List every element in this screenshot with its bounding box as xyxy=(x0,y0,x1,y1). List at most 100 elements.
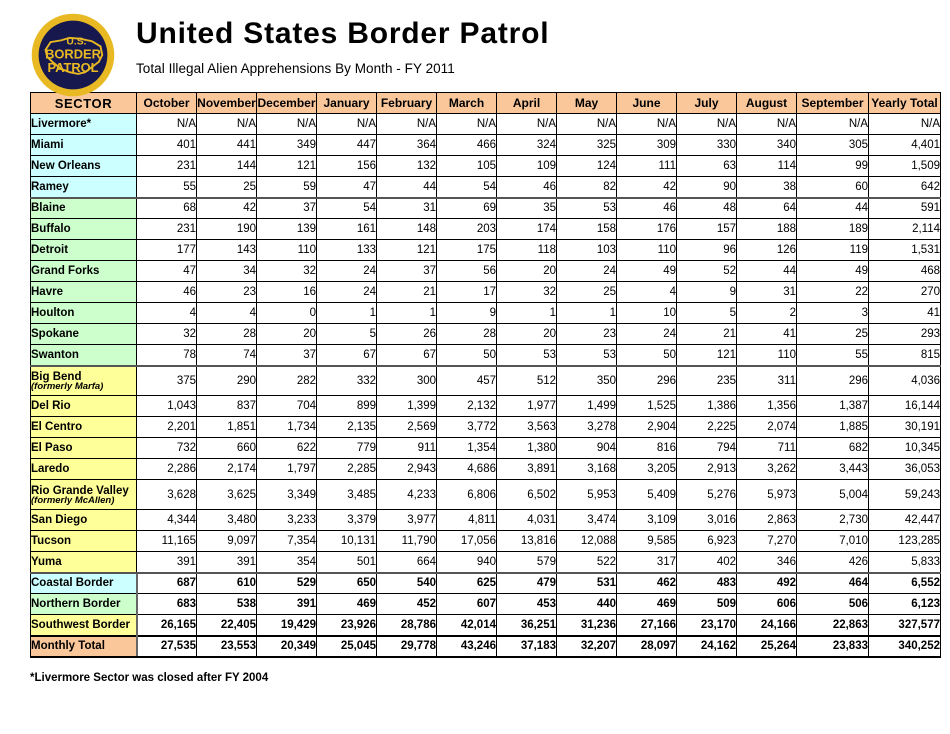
data-cell: N/A xyxy=(436,113,497,135)
data-cell: 2,904 xyxy=(616,416,677,438)
data-cell: 282 xyxy=(256,364,317,396)
data-cell: 1,356 xyxy=(736,395,797,417)
data-cell: 34 xyxy=(196,260,257,282)
data-cell: 3,772 xyxy=(436,416,497,438)
summary-data-cell: 23,926 xyxy=(316,614,377,636)
data-cell: 7,270 xyxy=(736,530,797,552)
data-cell: 5,953 xyxy=(556,479,617,510)
sector-name-cell: Houlton xyxy=(30,302,137,324)
data-cell: 124 xyxy=(556,155,617,177)
data-cell: 340 xyxy=(736,134,797,156)
sector-name-cell: Livermore* xyxy=(30,113,137,135)
sector-name-cell: Blaine xyxy=(30,196,137,219)
data-cell: 6,806 xyxy=(436,479,497,510)
title-block: United States Border Patrol Total Illega… xyxy=(136,12,549,76)
data-cell: 188 xyxy=(736,218,797,240)
data-cell: 349 xyxy=(256,134,317,156)
data-cell: 2,132 xyxy=(436,395,497,417)
data-cell: 1,043 xyxy=(136,395,197,417)
data-cell: 119 xyxy=(796,239,869,261)
data-cell: 1,354 xyxy=(436,437,497,459)
svg-text:PATROL: PATROL xyxy=(47,60,98,75)
data-cell: N/A xyxy=(556,113,617,135)
column-header-march: March xyxy=(436,92,497,114)
data-cell: 311 xyxy=(736,364,797,396)
summary-data-cell: 25,264 xyxy=(736,634,797,658)
data-cell: 96 xyxy=(676,239,737,261)
data-cell: 1 xyxy=(376,302,437,324)
data-cell: 5,276 xyxy=(676,479,737,510)
data-cell: 346 xyxy=(736,551,797,574)
data-cell: 2,174 xyxy=(196,458,257,480)
data-cell: 46 xyxy=(496,176,557,199)
data-cell: 391 xyxy=(136,551,197,574)
data-cell: 2,135 xyxy=(316,416,377,438)
data-cell: 32 xyxy=(256,260,317,282)
data-cell: 105 xyxy=(436,155,497,177)
data-cell: 3,563 xyxy=(496,416,557,438)
data-cell: 67 xyxy=(316,344,377,367)
data-cell: 21 xyxy=(376,281,437,303)
data-cell: 642 xyxy=(868,176,941,199)
summary-data-cell: 610 xyxy=(196,571,257,594)
data-cell: 1 xyxy=(316,302,377,324)
data-cell: 4,401 xyxy=(868,134,941,156)
sector-name-cell: Big Bend (formerly Marfa) xyxy=(30,364,137,396)
summary-data-cell: 29,778 xyxy=(376,634,437,658)
data-cell: 296 xyxy=(796,364,869,396)
data-cell: 156 xyxy=(316,155,377,177)
summary-data-cell: 687 xyxy=(136,571,197,594)
data-cell: 940 xyxy=(436,551,497,574)
data-cell: 26 xyxy=(376,323,437,345)
data-cell: 426 xyxy=(796,551,869,574)
data-cell: 1,851 xyxy=(196,416,257,438)
data-cell: 55 xyxy=(136,176,197,199)
data-cell: 664 xyxy=(376,551,437,574)
column-header-november: November xyxy=(196,92,257,114)
data-cell: 67 xyxy=(376,344,437,367)
data-cell: N/A xyxy=(736,113,797,135)
data-cell: 330 xyxy=(676,134,737,156)
data-cell: 56 xyxy=(436,260,497,282)
data-cell: 711 xyxy=(736,437,797,459)
sector-name-cell: Grand Forks xyxy=(30,260,137,282)
table-row: Miami 401 441 349 447 364 466 324 325 309 330 340 30… xyxy=(30,134,941,156)
data-cell: 60 xyxy=(796,176,869,199)
summary-row: Southwest Border 26,165 22,405 19,429 23,926… xyxy=(30,614,941,636)
data-cell: 157 xyxy=(676,218,737,240)
data-cell: 794 xyxy=(676,437,737,459)
data-cell: 42 xyxy=(196,196,257,219)
data-cell: 126 xyxy=(736,239,797,261)
summary-data-cell: 452 xyxy=(376,593,437,615)
data-cell: 25 xyxy=(556,281,617,303)
table-row: Swanton 78 74 37 67 67 50 53 53 50 121 110 55 815 xyxy=(30,344,941,367)
data-cell: 144 xyxy=(196,155,257,177)
data-cell: 9,097 xyxy=(196,530,257,552)
data-cell: 49 xyxy=(796,260,869,282)
data-cell: 9,585 xyxy=(616,530,677,552)
data-cell: 5,004 xyxy=(796,479,869,510)
data-cell: 99 xyxy=(796,155,869,177)
data-cell: 20 xyxy=(496,323,557,345)
summary-data-cell: 453 xyxy=(496,593,557,615)
data-cell: 3,379 xyxy=(316,509,377,531)
data-cell: 37 xyxy=(256,196,317,219)
sector-former-name: (formerly Marfa) xyxy=(31,381,104,393)
data-cell: 11,165 xyxy=(136,530,197,552)
data-cell: 10 xyxy=(616,302,677,324)
data-cell: 1,387 xyxy=(796,395,869,417)
table-row: Havre 46 23 16 24 21 17 32 25 4 9 31 22 270 xyxy=(30,281,941,303)
data-cell: 6,923 xyxy=(676,530,737,552)
data-cell: 6,502 xyxy=(496,479,557,510)
data-cell: 16,144 xyxy=(868,395,941,417)
data-cell: 121 xyxy=(256,155,317,177)
sector-name-cell: El Centro xyxy=(30,416,137,438)
summary-data-cell: 683 xyxy=(136,593,197,615)
summary-data-cell: 31,236 xyxy=(556,614,617,636)
sector-name-cell: Rio Grande Valley (formerly McAllen) xyxy=(30,479,137,510)
page-title: United States Border Patrol xyxy=(136,17,550,50)
data-cell: 270 xyxy=(868,281,941,303)
data-cell: 904 xyxy=(556,437,617,459)
data-cell: 54 xyxy=(316,196,377,219)
data-cell: 17,056 xyxy=(436,530,497,552)
